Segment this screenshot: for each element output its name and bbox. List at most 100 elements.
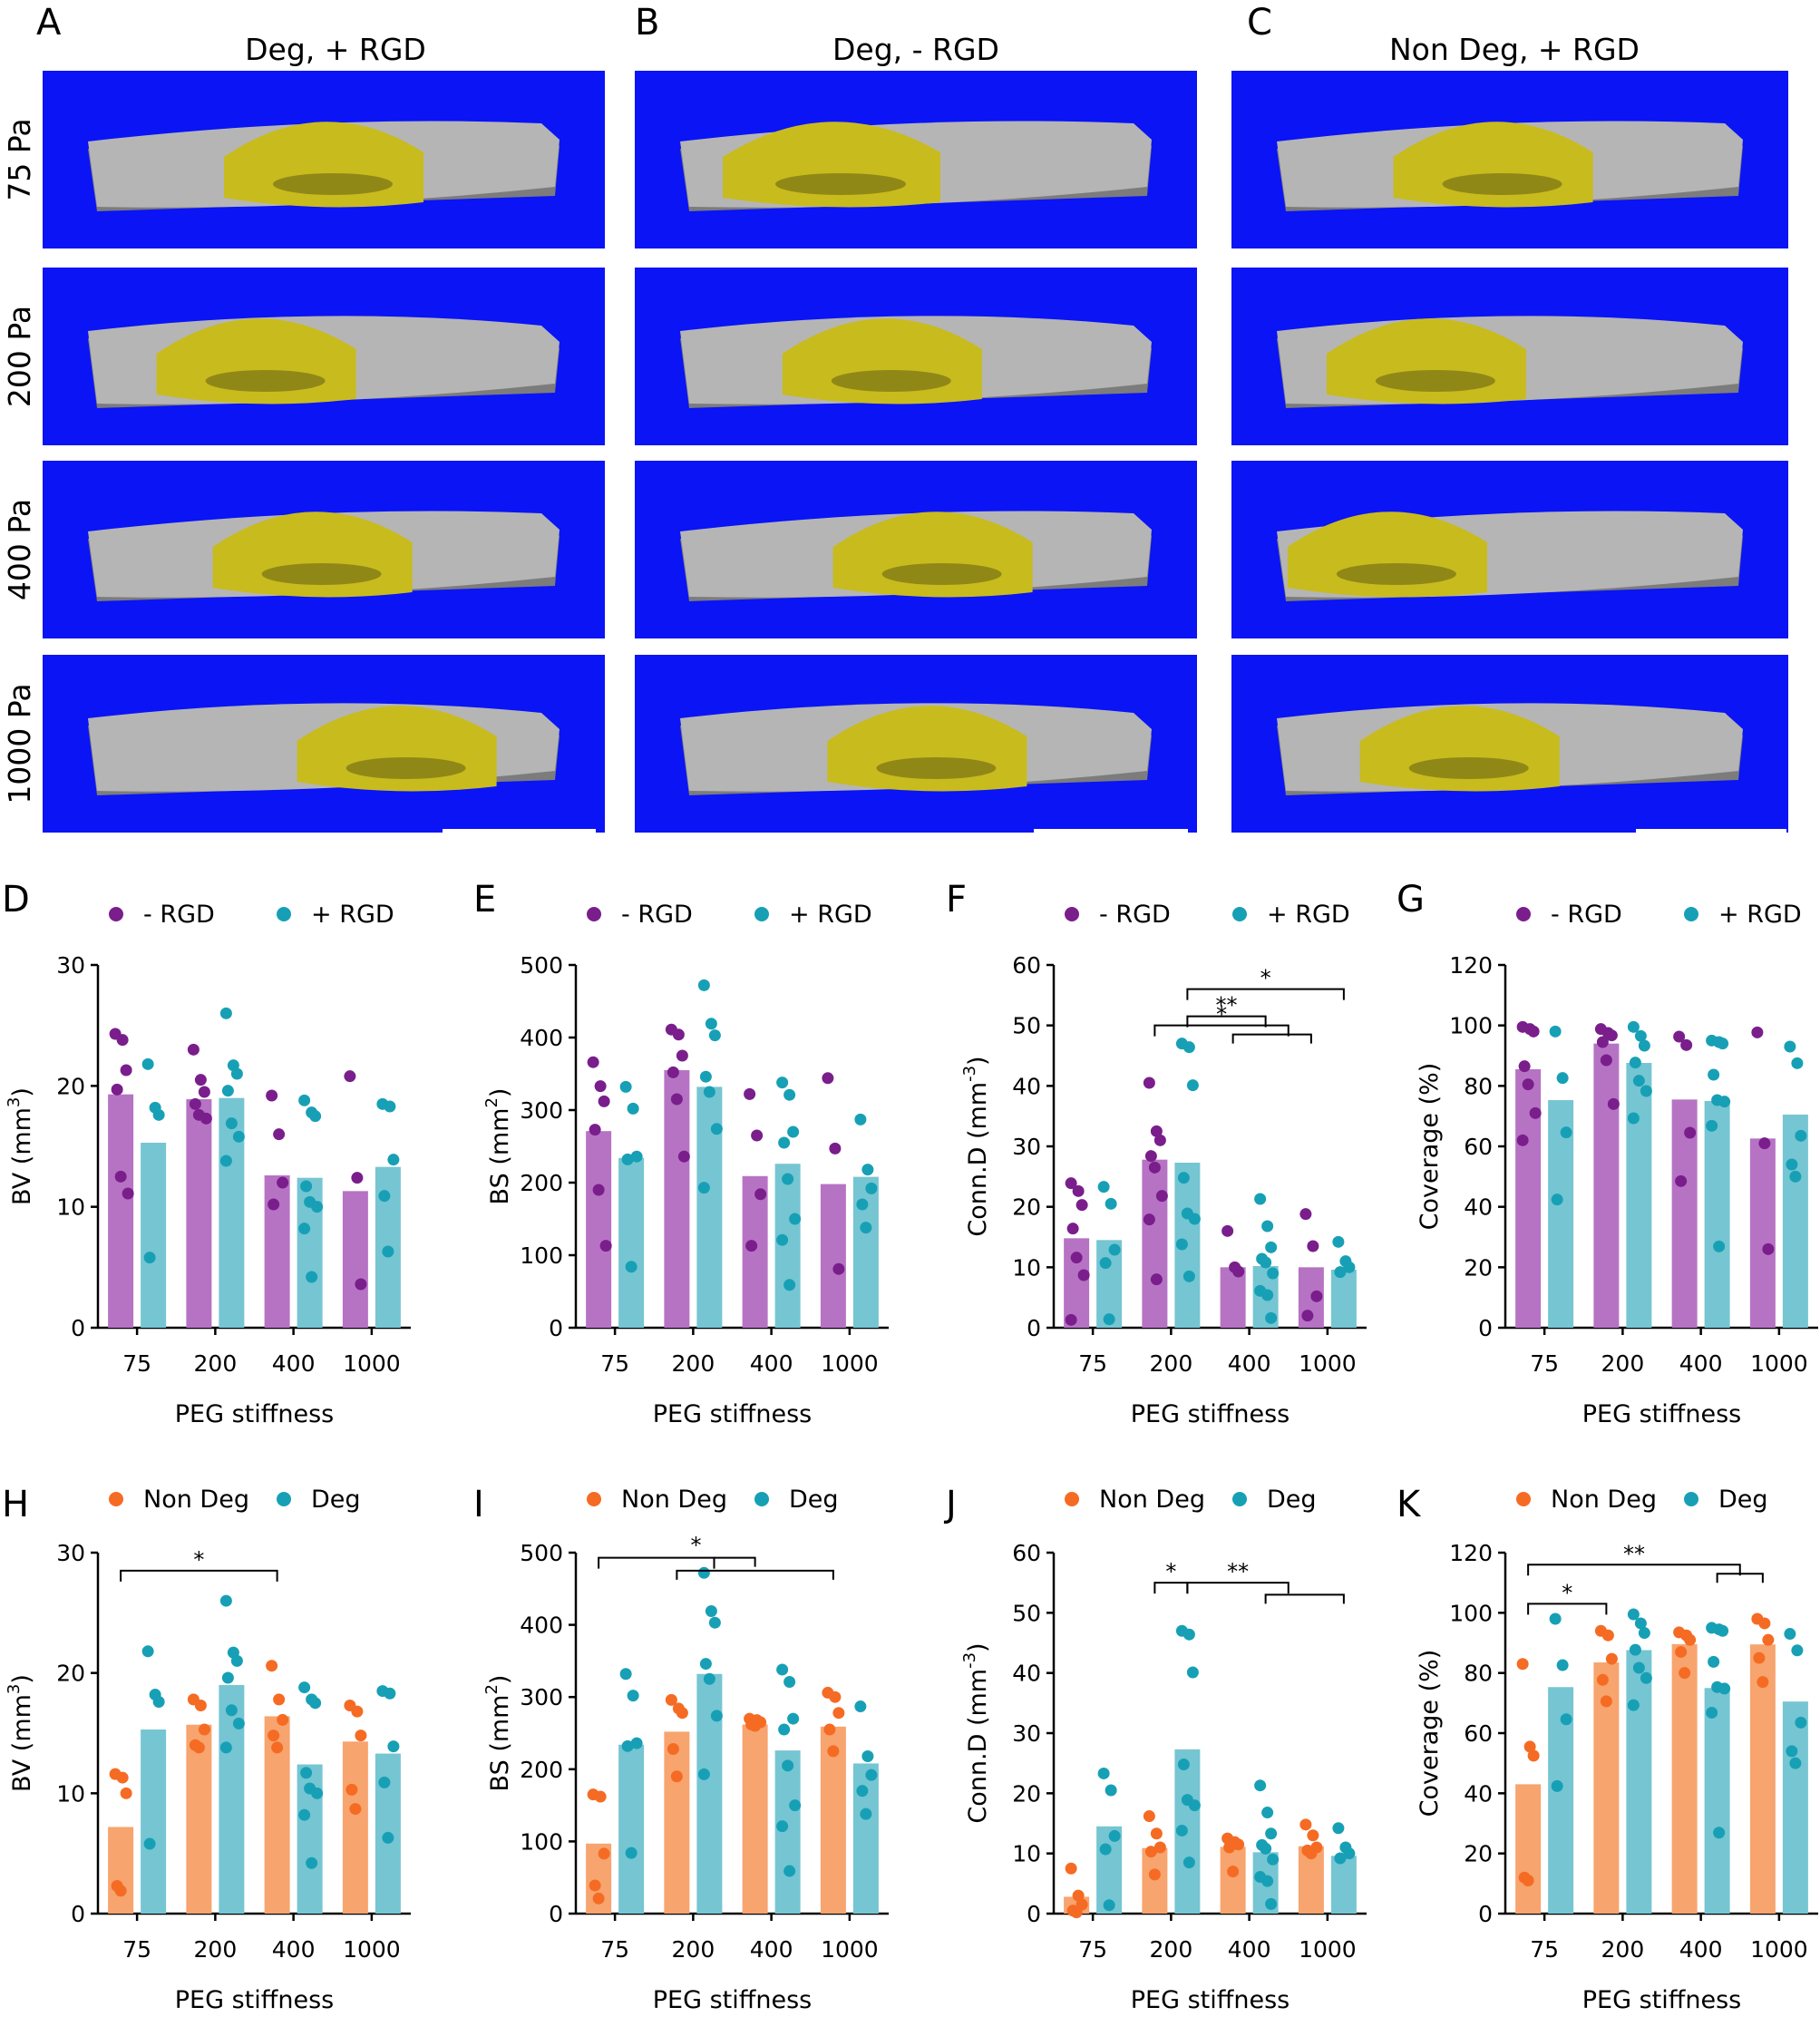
y-tick-label: 500 — [520, 1540, 563, 1566]
data-point — [198, 1086, 210, 1098]
y-axis-label-main: BV (mm — [8, 1107, 36, 1205]
x-tick-label: 200 — [672, 1936, 715, 1963]
y-tick-label: 40 — [1464, 1780, 1493, 1807]
data-point — [776, 1077, 789, 1089]
data-point — [1634, 1617, 1647, 1630]
data-point — [1343, 1847, 1356, 1860]
data-point — [1188, 1799, 1201, 1812]
data-point — [1099, 1257, 1112, 1270]
data-point — [1299, 1818, 1312, 1831]
data-point — [1605, 1652, 1618, 1665]
data-point — [273, 1693, 286, 1706]
bar — [141, 1730, 167, 1914]
data-point — [598, 1095, 610, 1107]
data-point — [630, 1150, 643, 1163]
data-point — [355, 1730, 367, 1742]
x-tick-label: 400 — [750, 1936, 793, 1963]
data-point — [1183, 1628, 1195, 1641]
data-point — [778, 1136, 791, 1149]
data-point — [152, 1696, 165, 1709]
x-tick-label: 400 — [1228, 1350, 1271, 1377]
bar — [774, 1164, 801, 1328]
x-axis-label: PEG stiffness — [653, 1986, 812, 2013]
y-tick-label: 0 — [71, 1315, 85, 1341]
data-point — [219, 1007, 232, 1019]
sig-bracket — [676, 1569, 834, 1580]
legend-marker — [1232, 1492, 1247, 1506]
data-point — [1310, 1290, 1323, 1302]
bar — [1548, 1687, 1574, 1914]
data-point — [355, 1278, 367, 1291]
panel-letter: G — [1397, 879, 1425, 921]
y-axis-label-close: ) — [964, 1056, 992, 1066]
data-point — [1108, 1243, 1121, 1256]
data-point — [1265, 1897, 1278, 1910]
data-point — [1188, 1213, 1201, 1225]
sig-label: * — [1216, 1002, 1227, 1028]
x-axis-label: PEG stiffness — [1131, 1986, 1290, 2013]
legend: Non Deg Deg — [1065, 1486, 1317, 1514]
data-point — [776, 1820, 789, 1833]
data-point — [346, 1783, 358, 1796]
data-point — [1640, 1671, 1652, 1684]
data-point — [1784, 1628, 1796, 1641]
data-point — [676, 1707, 688, 1720]
sig-bracket — [1186, 1582, 1290, 1594]
data-point — [1627, 1608, 1640, 1621]
data-point — [1523, 1740, 1536, 1753]
panel-letter: D — [2, 879, 30, 921]
legend: - RGD + RGD — [1065, 901, 1350, 929]
data-point — [143, 1252, 156, 1264]
panel-letter-b: B — [635, 2, 659, 44]
bar — [664, 1070, 690, 1328]
legend-label: - RGD — [143, 901, 215, 929]
data-point — [1299, 1208, 1312, 1221]
x-tick-label: 400 — [750, 1350, 793, 1377]
bar — [1782, 1115, 1808, 1328]
micro-ct-image — [635, 71, 1197, 248]
micro-ct-image — [635, 655, 1197, 833]
x-axis-label: PEG stiffness — [1582, 1986, 1741, 2013]
data-point — [1751, 1026, 1764, 1038]
significance: * — [598, 1533, 834, 1580]
data-point — [306, 1856, 318, 1869]
data-point — [1261, 1875, 1274, 1887]
data-point — [708, 1616, 721, 1629]
data-point — [710, 1710, 723, 1722]
bar — [820, 1726, 846, 1914]
data-point — [1789, 1170, 1802, 1183]
data-point — [116, 1034, 129, 1047]
legend-marker — [754, 1492, 769, 1506]
data-point — [1791, 1644, 1804, 1657]
y-axis-label: BS (mm2) — [482, 1088, 514, 1205]
bar — [696, 1086, 723, 1328]
micro-ct-figure: A B C Deg, + RGD Deg, - RGD Non Deg, + RGD 75 … — [2, 2, 1788, 833]
legend-label: - RGD — [621, 901, 693, 929]
sig-bracket — [1527, 1603, 1608, 1615]
new-bone-cavity — [1336, 563, 1456, 585]
data-point — [621, 1153, 634, 1165]
significance: *** — [1153, 1559, 1345, 1604]
data-point — [349, 1803, 362, 1816]
data-point — [827, 1745, 840, 1758]
bar — [664, 1731, 690, 1914]
data-point — [300, 1767, 313, 1779]
x-tick-label: 75 — [1078, 1936, 1107, 1963]
data-point — [200, 1112, 212, 1125]
data-point — [311, 1787, 324, 1799]
data-point — [194, 1074, 207, 1086]
data-point — [677, 1150, 690, 1163]
data-point — [1627, 1699, 1640, 1711]
legend-marker — [754, 907, 769, 921]
data-point — [856, 1198, 869, 1211]
bar — [108, 1827, 134, 1914]
data-point — [1684, 1633, 1697, 1646]
data-point — [111, 1083, 123, 1096]
micro-ct-image — [43, 655, 605, 833]
sig-bracket — [1153, 1024, 1290, 1037]
data-point — [782, 1759, 794, 1772]
data-point — [667, 1066, 679, 1078]
legend-marker — [109, 1492, 123, 1506]
data-point — [1183, 1041, 1195, 1054]
bar — [618, 1744, 645, 1914]
